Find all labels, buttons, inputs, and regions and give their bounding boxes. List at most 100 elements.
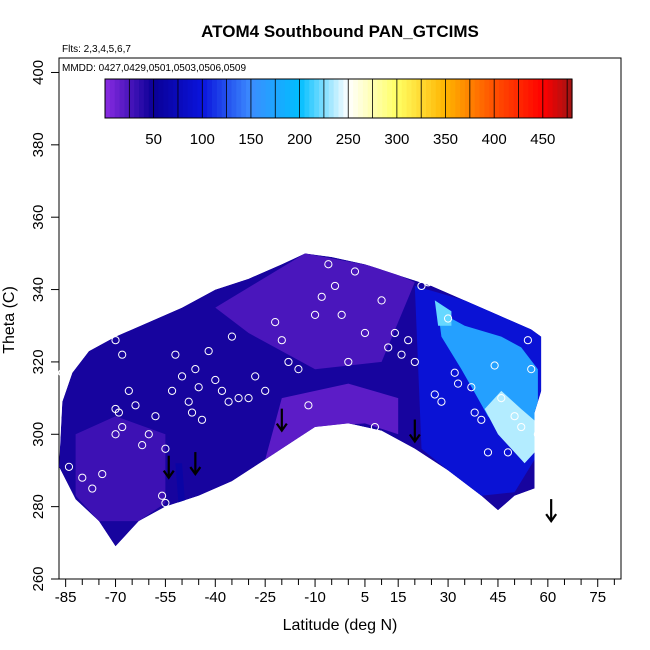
- colorbar-cell: [163, 79, 169, 118]
- sample-point: [460, 274, 469, 283]
- colorbar-cell: [518, 79, 524, 118]
- sample-point: [304, 401, 313, 410]
- colorbar-cell: [503, 79, 510, 118]
- colorbar-cell: [231, 79, 237, 118]
- colorbar-frame: [104, 78, 573, 119]
- sample-point: [360, 328, 370, 338]
- sample-point: [171, 350, 180, 359]
- colorbar-cell: [513, 79, 520, 118]
- colorbar-cell: [484, 79, 490, 118]
- sample-point: [157, 491, 167, 500]
- sample-point: [217, 386, 227, 395]
- sample-point: [377, 296, 386, 305]
- colorbar-cell: [143, 79, 150, 118]
- sample-point: [187, 408, 197, 417]
- colorbar-cell: [304, 79, 310, 118]
- colorbar-cell: [533, 79, 539, 118]
- colorbar-cell: [216, 79, 223, 118]
- colorbar-cell: [153, 79, 160, 118]
- colorbar-cell: [168, 79, 174, 118]
- colorbar-cell: [333, 79, 340, 118]
- colorbar-cell: [343, 79, 349, 118]
- sample-point: [450, 368, 459, 377]
- colorbar-tick-label: 150: [238, 131, 263, 148]
- colorbar-cell: [241, 79, 247, 118]
- colorbar-cell: [182, 79, 189, 118]
- sample-point: [533, 430, 542, 439]
- sample-point: [337, 310, 346, 319]
- colorbar-cell: [508, 79, 515, 118]
- arrow-head: [408, 433, 421, 444]
- colorbar-cell: [435, 79, 442, 118]
- colorbar-cell: [416, 79, 422, 118]
- sample-point: [138, 441, 147, 450]
- chart-title: ATOM4 Southbound PAN_GTCIMS: [201, 22, 479, 41]
- sample-point: [194, 383, 203, 392]
- colorbar-cell: [221, 79, 228, 118]
- dates-note: MMDD: 0427,0429,0501,0503,0506,0509: [62, 63, 246, 74]
- sample-point: [453, 379, 463, 388]
- x-tick-label: 30: [440, 589, 457, 606]
- sample-point: [144, 430, 153, 439]
- arrow-marker: [162, 455, 175, 480]
- sample-point: [424, 278, 433, 287]
- sample-point: [251, 372, 260, 381]
- colorbar-cell: [455, 79, 461, 118]
- colorbar-cell: [236, 79, 242, 118]
- colorbar-cell: [299, 79, 306, 118]
- colorbar-cell: [353, 79, 359, 118]
- colorbar-cell: [328, 79, 335, 118]
- colorbar-cell: [129, 79, 135, 118]
- x-tick-label: -40: [204, 589, 226, 606]
- arrow-marker: [545, 499, 558, 524]
- y-tick-label: 360: [30, 205, 47, 230]
- colorbar-cell: [270, 79, 276, 118]
- colorbar-cell: [562, 79, 568, 118]
- colorbar-cell: [323, 79, 330, 118]
- sample-point: [523, 336, 532, 345]
- colorbar-cell: [105, 79, 111, 118]
- colorbar-cell: [314, 79, 320, 118]
- field-zone-south-dark-streak: [175, 463, 186, 507]
- sample-point: [118, 350, 127, 359]
- sample-point: [463, 281, 473, 291]
- colorbar-cell: [134, 79, 140, 118]
- sample-point: [384, 343, 393, 352]
- colorbar-cell: [474, 79, 481, 118]
- sample-point: [503, 448, 513, 457]
- colorbar-cell: [114, 79, 121, 118]
- colorbar-cell: [445, 79, 451, 118]
- sample-point: [344, 357, 353, 367]
- arrow-head: [189, 466, 202, 476]
- sample-point: [118, 422, 127, 432]
- colorbar-cell: [246, 79, 252, 118]
- colorbar-cell: [260, 79, 267, 118]
- sample-point: [131, 401, 140, 410]
- colorbar-cell: [382, 79, 388, 118]
- colorbar-cell: [523, 79, 529, 118]
- colorbar-cell: [387, 79, 393, 118]
- colorbar-cell: [367, 79, 374, 118]
- sample-point: [397, 350, 406, 359]
- sample-point: [111, 430, 120, 439]
- x-tick-label: -85: [55, 589, 77, 606]
- colorbar-cell: [528, 79, 534, 118]
- colorbar-cell: [440, 79, 447, 118]
- y-tick-label: 300: [30, 422, 47, 447]
- sample-point: [490, 361, 499, 370]
- colorbar-cell: [319, 79, 325, 118]
- colorbar-cell: [357, 79, 364, 118]
- colorbar-cell: [494, 79, 500, 118]
- sample-point: [437, 397, 446, 406]
- field-zone-north-highlight: [484, 390, 538, 464]
- colorbar-cell: [289, 79, 296, 118]
- sample-point: [114, 408, 123, 417]
- sample-point: [64, 462, 74, 471]
- sample-point: [224, 397, 233, 406]
- colorbar-cell: [392, 79, 398, 118]
- colorbar-cell: [406, 79, 413, 118]
- colorbar-cell: [430, 79, 437, 118]
- colorbar-cell: [537, 79, 544, 118]
- sample-point: [184, 397, 193, 406]
